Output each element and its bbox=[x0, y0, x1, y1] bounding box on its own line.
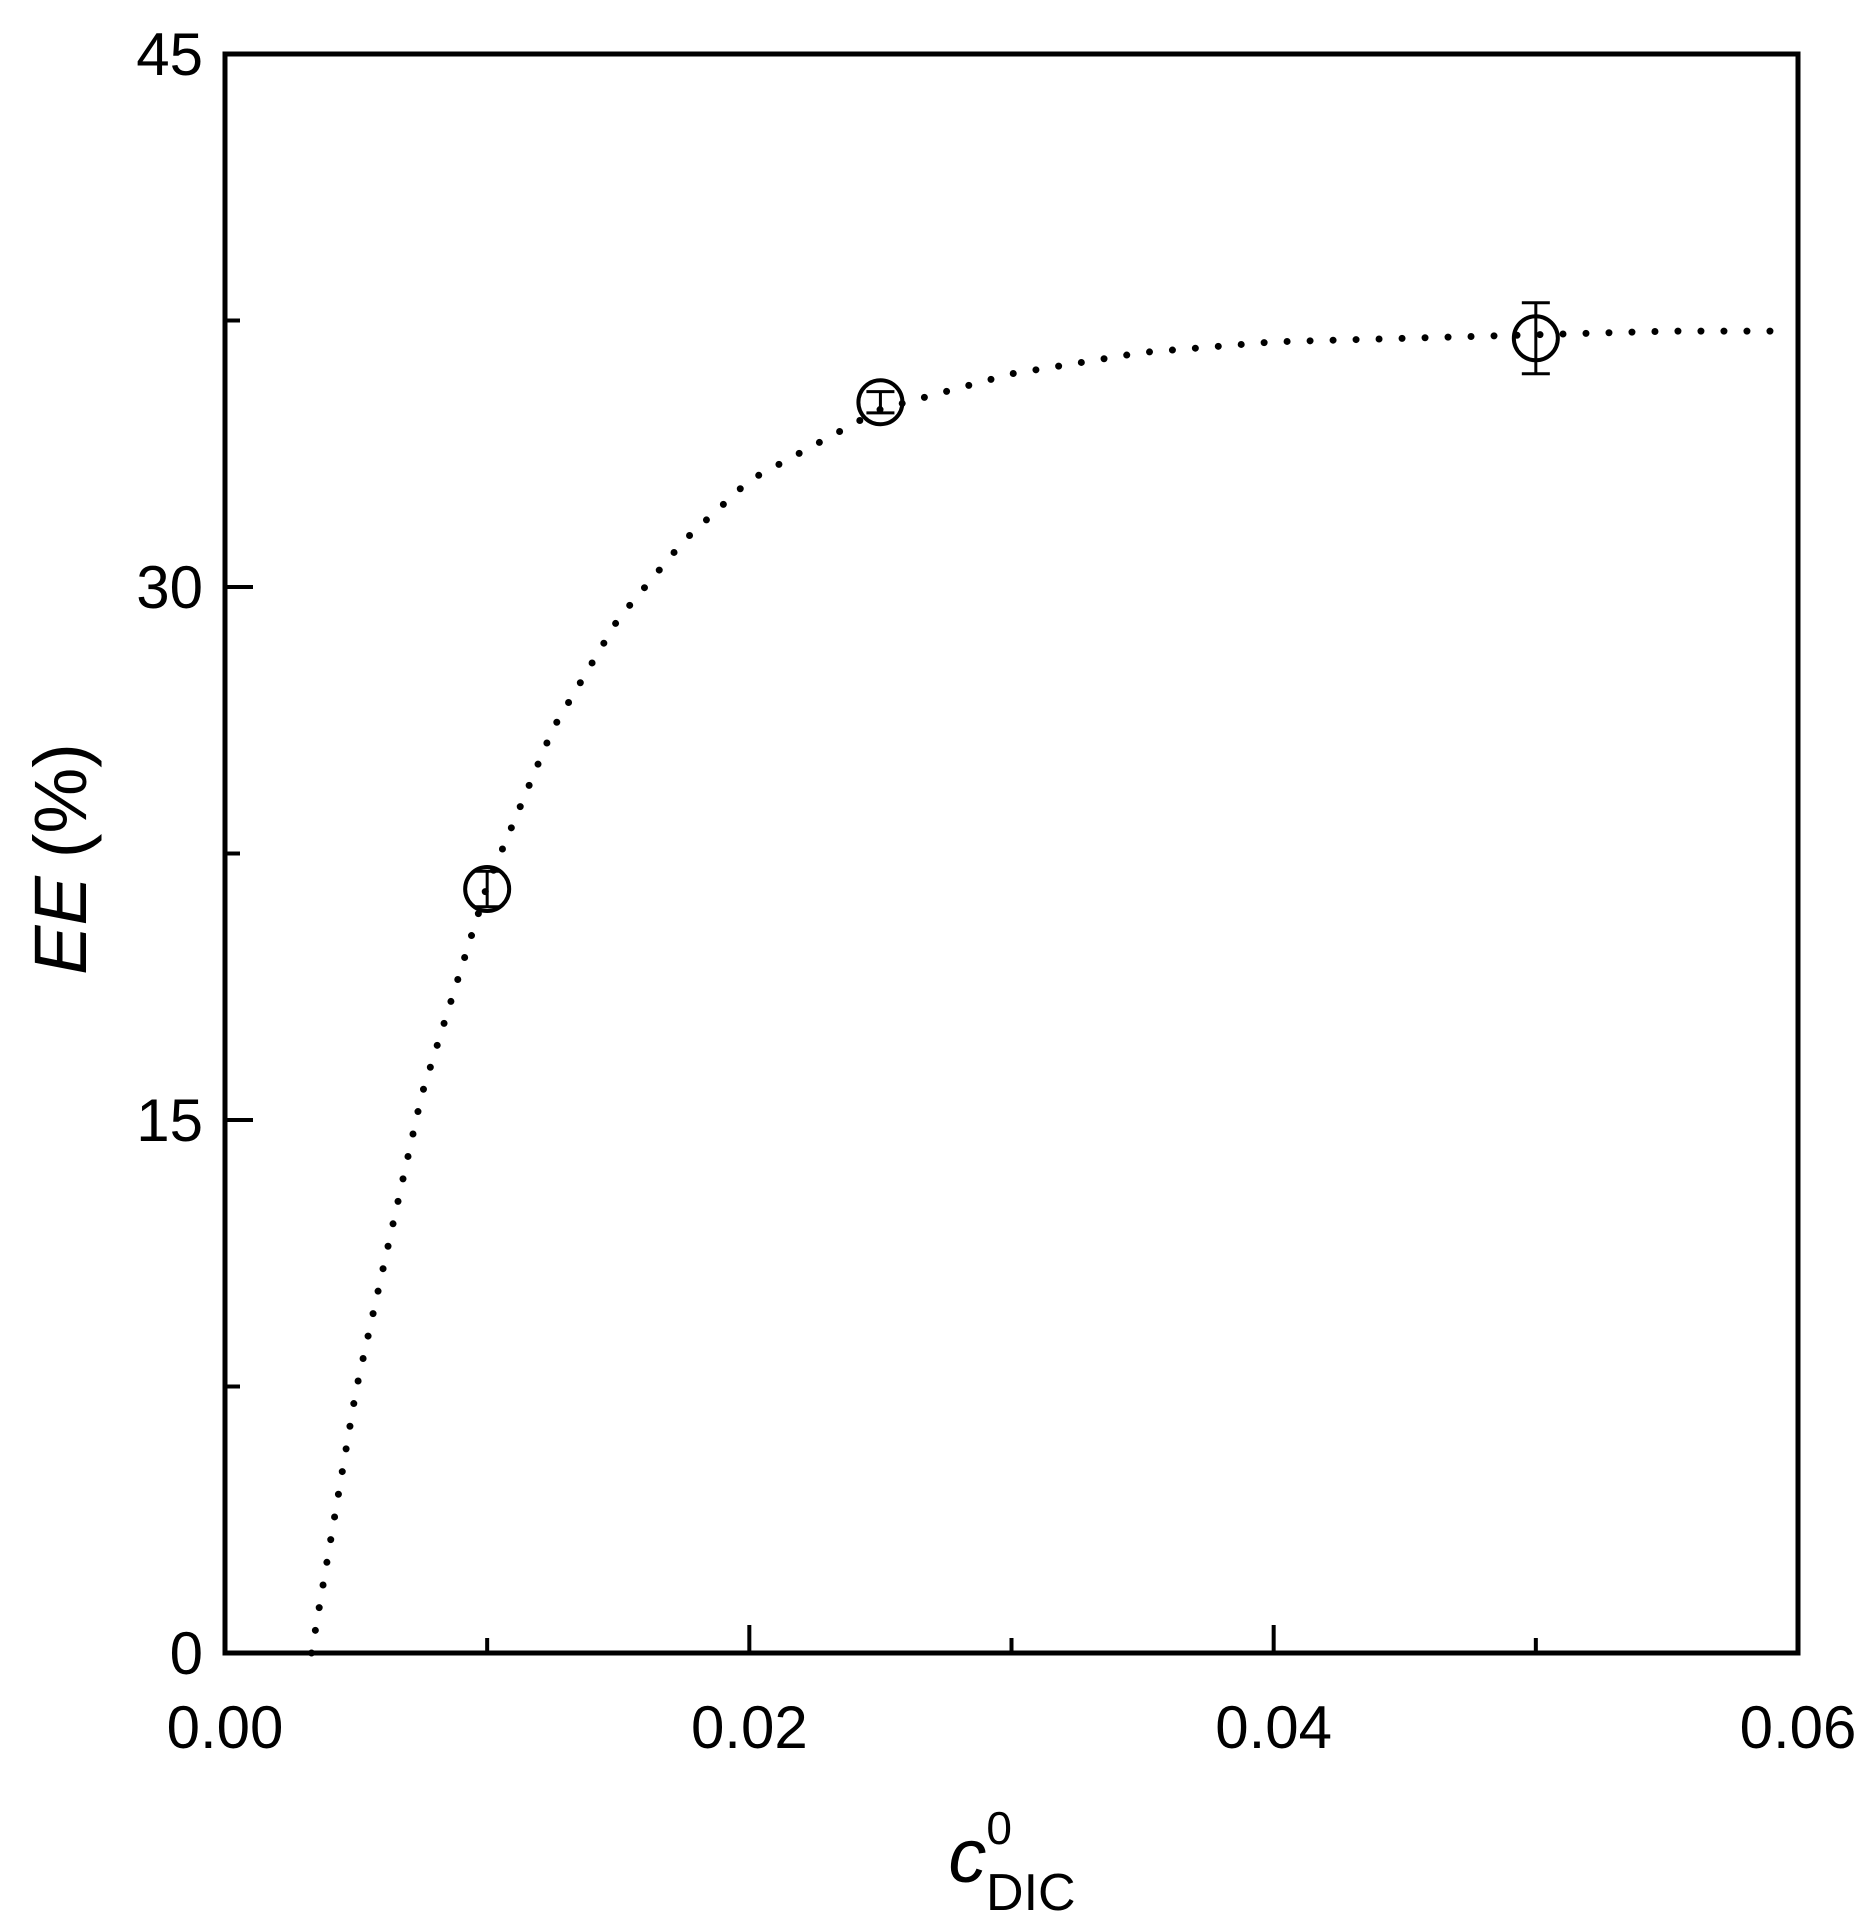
y-axis-label: EE (%) bbox=[19, 743, 102, 975]
y-label-unit: (%) bbox=[19, 743, 102, 858]
x-tick-label: 0.06 bbox=[1740, 1694, 1857, 1761]
x-tick-label: 0.00 bbox=[167, 1694, 284, 1761]
plot-frame bbox=[222, 51, 1801, 1656]
x-label-sup: 0 bbox=[986, 1802, 1012, 1854]
y-tick-label: 0 bbox=[170, 1620, 203, 1687]
y-label-var: EE bbox=[19, 875, 102, 975]
data-point bbox=[463, 865, 512, 914]
x-label-main: c bbox=[948, 1814, 986, 1899]
x-tick-label: 0.04 bbox=[1215, 1694, 1332, 1761]
data-point bbox=[1511, 314, 1560, 363]
x-label-sub: DIC bbox=[986, 1864, 1076, 1922]
y-tick-label: 15 bbox=[136, 1087, 203, 1154]
y-tick-label: 45 bbox=[136, 21, 203, 88]
x-axis-label: c0 DIC bbox=[948, 1802, 1075, 1922]
y-tick-label: 30 bbox=[136, 554, 203, 621]
error-bar bbox=[1521, 301, 1550, 376]
fit-curve bbox=[308, 327, 1776, 1657]
x-tick-label: 0.02 bbox=[691, 1694, 808, 1761]
